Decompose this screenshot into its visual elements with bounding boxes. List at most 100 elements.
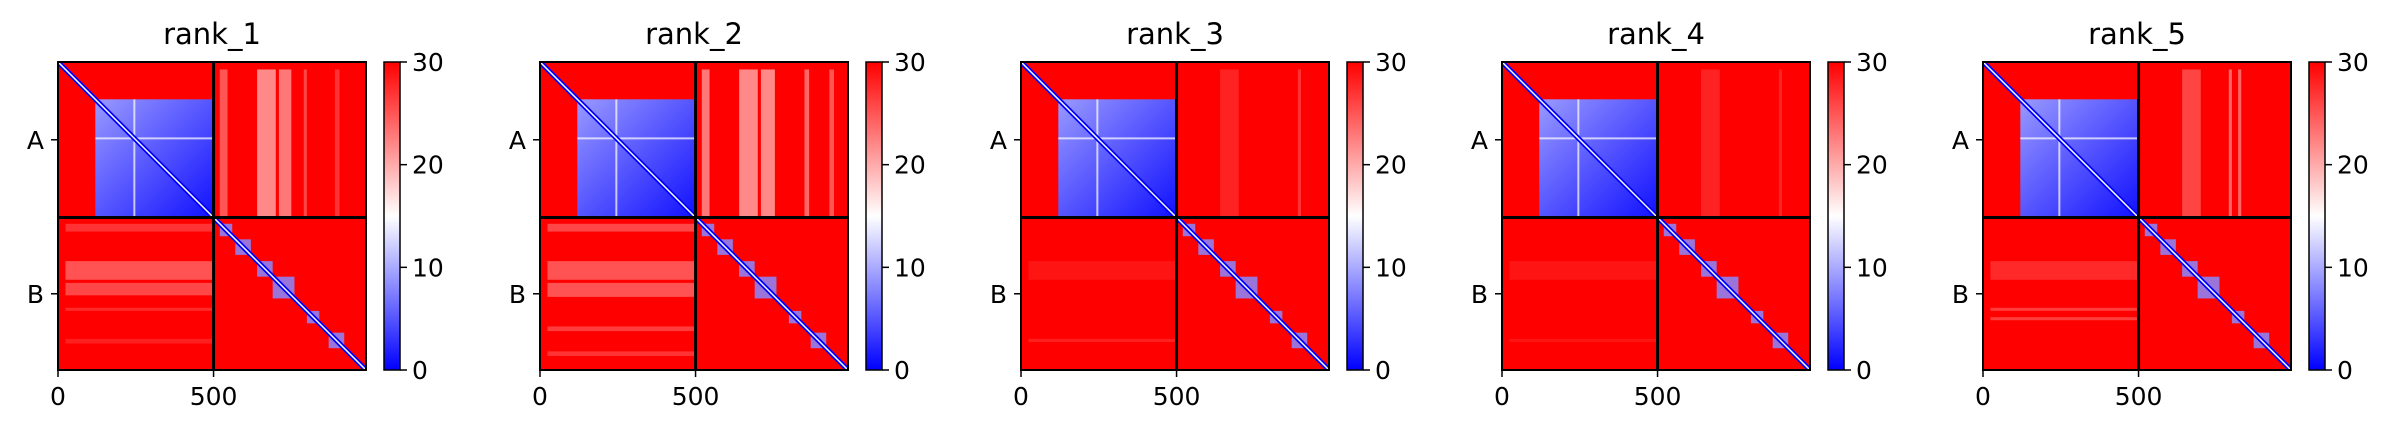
heatmap (58, 62, 366, 370)
inter-chain-stripe (2182, 69, 2201, 218)
colorbar-tick-label: 30 (1375, 48, 1407, 77)
x-tick-label: 500 (2115, 382, 2163, 411)
inter-chain-stripe-mirror (65, 282, 214, 296)
y-tick-label: A (1952, 126, 1969, 155)
heatmap (1983, 62, 2291, 370)
inter-chain-stripe (303, 69, 307, 218)
inter-chain-stripe (1701, 69, 1720, 218)
y-tick-label: A (1471, 126, 1488, 155)
inter-chain-stripe-mirror (1990, 317, 2139, 321)
colorbar-tick-label: 10 (894, 253, 926, 282)
inter-chain-stripe-mirror (65, 338, 214, 344)
y-tick-label: B (27, 280, 44, 309)
inter-chain-stripe-mirror (547, 261, 696, 280)
y-tick-label: A (27, 126, 44, 155)
inter-chain-stripe-mirror (1509, 261, 1658, 280)
colorbar (383, 61, 401, 371)
colorbar-tick-label: 30 (2337, 48, 2369, 77)
x-tick-label: 0 (50, 382, 66, 411)
inter-chain-stripe (2238, 69, 2242, 218)
inter-chain-stripe (804, 69, 810, 218)
inter-chain-stripe (334, 69, 340, 218)
diagonal-highlight (1502, 62, 1810, 370)
colorbar-tick-label: 20 (1375, 151, 1407, 180)
heatmap (1021, 62, 1329, 370)
colorbar-tick-label: 0 (894, 356, 910, 385)
inter-chain-stripe-mirror (65, 223, 214, 232)
inter-chain-stripe-mirror (547, 351, 696, 356)
inter-chain-stripe (701, 69, 710, 218)
diagonal-highlight (1983, 62, 2291, 370)
colorbar-tick-label: 20 (412, 151, 444, 180)
inter-chain-stripe (219, 69, 228, 218)
inter-chain-stripe-mirror (1028, 261, 1177, 280)
inter-chain-stripe (1220, 69, 1239, 218)
inter-chain-stripe-mirror (1509, 338, 1658, 342)
axes-frame (1501, 61, 1811, 371)
axes-frame (1982, 61, 2292, 371)
colorbar-tick-label: 0 (2337, 356, 2353, 385)
x-tick-label: 500 (190, 382, 238, 411)
x-tick-label: 0 (1975, 382, 1991, 411)
y-tick-label: B (1952, 280, 1969, 309)
axes-frame (1020, 61, 1330, 371)
y-tick-label: A (990, 126, 1007, 155)
y-tick-label: B (1471, 280, 1488, 309)
inter-chain-stripe (739, 69, 758, 218)
colorbar-tick-label: 10 (1375, 253, 1407, 282)
colorbar-tick-label: 20 (1856, 151, 1888, 180)
inter-chain-stripe-mirror (547, 282, 696, 297)
y-tick-label: A (509, 126, 526, 155)
pae-panel-4: rank_4 0 500 A B 0 10 20 30 (1471, 17, 1888, 411)
inter-chain-stripe (278, 69, 292, 218)
colorbar (1346, 61, 1364, 371)
inter-chain-stripe (257, 69, 276, 218)
panel-title: rank_5 (2088, 17, 2186, 51)
colorbar-tick-label: 0 (412, 356, 428, 385)
colorbar-tick-label: 30 (412, 48, 444, 77)
axes-frame (57, 61, 367, 371)
colorbar-tick-label: 20 (2337, 151, 2369, 180)
colorbar-tick-label: 10 (1856, 253, 1888, 282)
x-tick-label: 0 (532, 382, 548, 411)
colorbar (865, 61, 883, 371)
inter-chain-stripe (2228, 69, 2232, 218)
inter-chain-stripe (760, 69, 775, 218)
x-tick-label: 500 (1634, 382, 1682, 411)
inter-chain-stripe-mirror (1028, 338, 1177, 342)
panel-title: rank_1 (163, 17, 261, 51)
inter-chain-stripe (829, 69, 834, 218)
pae-panel-1: rank_1 0 500 A B 0 10 20 30 (27, 17, 444, 411)
inter-chain-stripe-mirror (1990, 261, 2139, 280)
axes-frame (539, 61, 849, 371)
heatmap (1502, 62, 1810, 370)
colorbar-tick-label: 0 (1375, 356, 1391, 385)
panel-title: rank_3 (1126, 17, 1224, 51)
diagonal-highlight (540, 62, 848, 370)
colorbar-tick-label: 30 (894, 48, 926, 77)
colorbar (1827, 61, 1845, 371)
panel-title: rank_2 (645, 17, 743, 51)
pae-panel-3: rank_3 0 500 A B 0 10 20 30 (990, 17, 1407, 411)
colorbar (2308, 61, 2326, 371)
colorbar-tick-label: 0 (1856, 356, 1872, 385)
y-tick-label: B (509, 280, 526, 309)
diagonal-highlight (1021, 62, 1329, 370)
colorbar-tick-label: 20 (894, 151, 926, 180)
colorbar-tick-label: 10 (412, 253, 444, 282)
x-tick-label: 0 (1494, 382, 1510, 411)
inter-chain-stripe (1297, 69, 1301, 218)
pae-panel-2: rank_2 0 500 A B 0 10 20 30 (509, 17, 926, 411)
inter-chain-stripe (1778, 69, 1782, 218)
x-tick-label: 0 (1013, 382, 1029, 411)
colorbar-tick-label: 10 (2337, 253, 2369, 282)
inter-chain-stripe-mirror (65, 307, 214, 311)
pae-panel-5: rank_5 0 500 A B 0 10 20 30 (1952, 17, 2369, 411)
panel-title: rank_4 (1607, 17, 1705, 51)
x-tick-label: 500 (672, 382, 720, 411)
colorbar-tick-label: 30 (1856, 48, 1888, 77)
inter-chain-stripe-mirror (65, 261, 214, 280)
inter-chain-stripe-mirror (547, 326, 696, 332)
y-tick-label: B (990, 280, 1007, 309)
